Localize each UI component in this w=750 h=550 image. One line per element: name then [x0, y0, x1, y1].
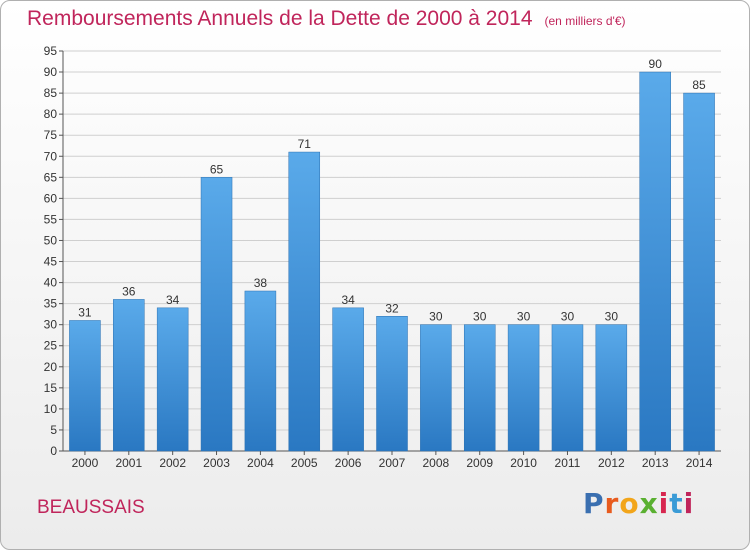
- x-tick-label: 2009: [466, 456, 493, 470]
- y-tick-label: 45: [44, 255, 58, 269]
- bar-value-label: 34: [341, 293, 355, 307]
- bar: [156, 307, 189, 452]
- y-tick-label: 0: [50, 444, 57, 458]
- x-tick-label: 2007: [379, 456, 406, 470]
- y-tick-label: 50: [44, 233, 58, 247]
- x-tick-label: 2012: [598, 456, 625, 470]
- logo-letter: P: [583, 487, 605, 520]
- y-tick-label: 40: [44, 276, 58, 290]
- bar-value-label: 30: [561, 310, 575, 324]
- bar-value-label: 30: [429, 310, 443, 324]
- bar: [683, 92, 715, 452]
- bar: [332, 307, 364, 452]
- bar: [200, 177, 233, 452]
- bar: [507, 324, 540, 452]
- y-tick-label: 85: [44, 86, 58, 100]
- y-tick-label: 5: [50, 423, 57, 437]
- logo-letter: i: [658, 487, 670, 520]
- y-tick-label: 95: [44, 44, 58, 58]
- bar-value-label: 30: [473, 310, 487, 324]
- bar: [551, 324, 584, 452]
- x-tick-label: 2004: [247, 456, 274, 470]
- y-axis: 0 5 10 15 20 25 30 35 40 45 50 55 60 65 70 75 80 85 90 95: [44, 44, 63, 458]
- bar-value-label: 30: [517, 310, 531, 324]
- bar: [376, 316, 408, 452]
- bar-value-label: 36: [122, 284, 136, 298]
- bar: [463, 324, 496, 452]
- x-tick-label: 2011: [555, 456, 581, 470]
- logo-letter: i: [683, 487, 695, 520]
- y-tick-label: 60: [44, 191, 58, 205]
- bar-value-label: 38: [254, 276, 268, 290]
- bar: [288, 151, 321, 452]
- x-tick-label: 2013: [642, 456, 669, 470]
- y-tick-label: 55: [44, 212, 58, 226]
- x-tick-label: 2001: [115, 456, 142, 470]
- bar-value-label: 31: [78, 305, 92, 319]
- chart-title-text: Remboursements Annuels de la Dette de 20…: [27, 7, 533, 30]
- bar-value-label: 30: [605, 310, 619, 324]
- bar-value-label: 34: [166, 293, 180, 307]
- y-tick-label: 90: [44, 65, 58, 79]
- y-tick-label: 30: [44, 318, 58, 332]
- y-tick-label: 80: [44, 107, 58, 121]
- x-tick-label: 2010: [510, 456, 537, 470]
- bar-value-label: 85: [692, 78, 706, 92]
- x-tick-label: 2008: [423, 456, 450, 470]
- bar-value-label: 65: [210, 162, 224, 176]
- x-axis: 2000 2001 2002 2003 2004 2005 2006 2007 2008 2009…: [72, 451, 713, 470]
- x-tick-label: 2003: [203, 456, 230, 470]
- chart-unit: (en milliers d'€): [544, 14, 626, 28]
- y-tick-label: 70: [44, 149, 58, 163]
- x-tick-label: 2002: [159, 456, 186, 470]
- y-tick-label: 25: [44, 339, 58, 353]
- proxiti-logo: Proxiti: [583, 487, 694, 520]
- x-tick-label: 2006: [335, 456, 362, 470]
- bar: [69, 320, 101, 452]
- bar: [244, 290, 277, 452]
- logo-letter: x: [639, 487, 659, 520]
- y-tick-label: 65: [44, 170, 58, 184]
- y-tick-label: 35: [44, 297, 58, 311]
- bar-value-label: 32: [385, 301, 399, 315]
- logo-letter: t: [669, 487, 684, 520]
- y-tick-label: 10: [44, 402, 58, 416]
- bar: [639, 71, 671, 452]
- logo-letter: r: [604, 487, 620, 520]
- location-label: BEAUSSAIS: [37, 497, 145, 518]
- bar-value-label: 71: [298, 137, 312, 151]
- bar: [595, 324, 628, 452]
- bar-value-label: 90: [649, 57, 663, 71]
- bars: 31 36 34 65 38 71 34 32 30 30 30 30 30 90 85: [69, 57, 715, 452]
- x-tick-label: 2000: [72, 456, 99, 470]
- bar: [113, 299, 145, 452]
- x-tick-label: 2014: [686, 456, 713, 470]
- y-tick-label: 75: [44, 128, 58, 142]
- x-tick-label: 2005: [291, 456, 318, 470]
- y-tick-label: 15: [44, 381, 58, 395]
- logo-letter: o: [619, 487, 640, 520]
- y-tick-label: 20: [44, 360, 58, 374]
- bar: [420, 324, 452, 452]
- chart-title: Remboursements Annuels de la Dette de 20…: [27, 7, 626, 31]
